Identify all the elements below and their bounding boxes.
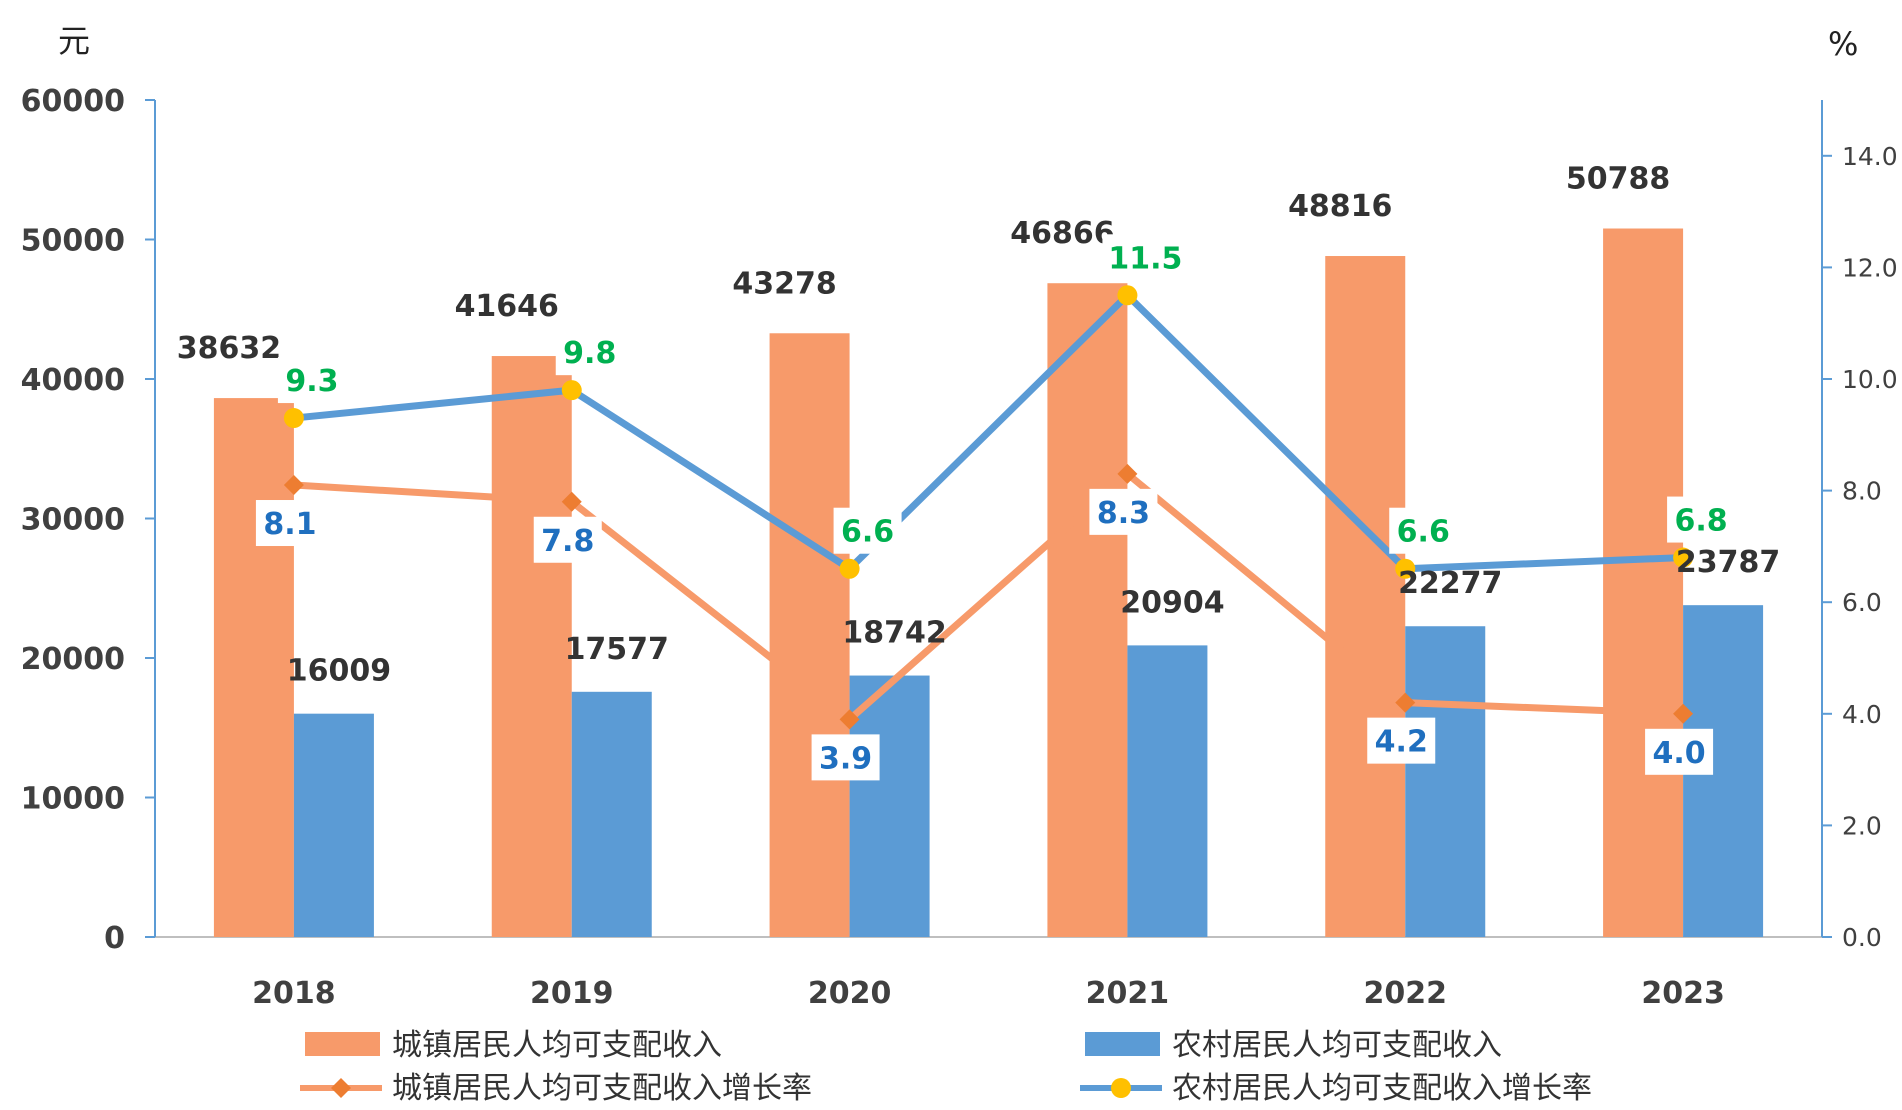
urban-income-label: 43278 (732, 266, 836, 301)
urban-income-bar (769, 333, 850, 937)
x-tick-label: 2018 (252, 976, 336, 1011)
rural-rate-label: 9.8 (563, 336, 616, 371)
urban-rate-label-box (533, 516, 602, 563)
rural-rate-label-box (1102, 234, 1189, 281)
x-tick-label: 2023 (1641, 976, 1725, 1011)
right-tick-label: 6.0 (1842, 588, 1882, 617)
urban-income-bar (1325, 256, 1406, 937)
urban-rate-line (293, 470, 1684, 723)
rural-income-bar (1127, 645, 1208, 937)
urban-income-bar (1047, 283, 1128, 937)
urban-rate-label: 3.9 (819, 741, 872, 776)
rural-income-bar (849, 675, 930, 937)
urban-income-label: 46866 (1010, 216, 1114, 251)
urban-rate-label: 8.1 (263, 507, 316, 542)
left-tick-label: 0 (104, 921, 125, 956)
urban-rate-marker (839, 709, 860, 730)
rural-rate-marker (1395, 558, 1416, 579)
bars (213, 228, 1764, 938)
rural-income-label: 20904 (1120, 585, 1224, 620)
left-axis-unit: 元 (58, 22, 90, 60)
right-tick-label: 0.0 (1842, 923, 1882, 952)
legend-urban-rate-marker (331, 1078, 351, 1098)
left-tick-label: 60000 (21, 84, 125, 119)
rural-income-label: 23787 (1676, 545, 1780, 580)
rural-rate-label-box (1389, 507, 1458, 554)
rural-rate-label-box (555, 329, 624, 376)
rural-rate-label: 11.5 (1108, 241, 1182, 276)
urban-rate-label: 7.8 (541, 524, 594, 559)
x-tick-label: 2021 (1086, 976, 1170, 1011)
right-tick-label: 12.0 (1842, 253, 1898, 282)
rural-rate-label: 6.6 (1397, 515, 1450, 550)
legend-urban-bar-swatch (305, 1032, 380, 1056)
left-tick-label: 50000 (21, 224, 125, 259)
right-tick-label: 10.0 (1842, 365, 1898, 394)
right-tick-label: 4.0 (1842, 700, 1882, 729)
urban-income-label: 38632 (177, 331, 281, 366)
urban-income-label: 50788 (1566, 162, 1670, 197)
rural-rate-label-box (833, 507, 902, 554)
legend-rural-rate-marker (1111, 1078, 1131, 1098)
legend-urban-bar-label: 城镇居民人均可支配收入 (392, 1028, 722, 1063)
right-axis-unit: % (1828, 25, 1858, 63)
left-tick-label: 20000 (21, 642, 125, 677)
rural-rate-label-box (1667, 496, 1736, 543)
right-tick-label: 14.0 (1842, 142, 1898, 171)
rural-rate-marker (839, 558, 860, 579)
right-tick-label: 8.0 (1842, 477, 1882, 506)
axes: 0 10000 20000 30000 40000 50000 60000 0.0 2.0 4.0… (21, 22, 1898, 1011)
rate-lines (283, 285, 1694, 730)
rural-rate-marker (561, 380, 582, 401)
urban-rate-label: 4.0 (1653, 736, 1706, 771)
urban-income-label: 41646 (455, 289, 559, 324)
rural-income-label: 22277 (1398, 566, 1502, 601)
urban-rate-label: 8.3 (1097, 496, 1150, 531)
left-tick-label: 40000 (21, 363, 125, 398)
rural-rate-label: 9.3 (285, 364, 338, 399)
right-tick-label: 2.0 (1842, 811, 1882, 840)
urban-rate-label-box (1089, 488, 1158, 535)
urban-income-bar (213, 398, 294, 937)
urban-rate-label-box (255, 500, 324, 547)
rural-income-bar (571, 691, 652, 937)
urban-rate-marker (1673, 703, 1694, 724)
urban-rate-label-box (1645, 728, 1714, 775)
legend-rural-bar-swatch (1085, 1032, 1160, 1056)
legend-rural-bar-label: 农村居民人均可支配收入 (1172, 1028, 1502, 1063)
urban-rate-label-box (1367, 717, 1436, 764)
rural-rate-marker (283, 408, 304, 429)
urban-income-bar (1603, 228, 1684, 938)
x-tick-label: 2020 (808, 976, 892, 1011)
urban-income-bar (491, 356, 572, 937)
rural-income-label: 18742 (842, 616, 946, 651)
rural-rate-label: 6.6 (841, 515, 894, 550)
urban-rate-label: 4.2 (1375, 725, 1428, 760)
rural-income-bar (293, 713, 374, 937)
rural-rate-label: 6.8 (1675, 504, 1728, 539)
rural-rate-marker (1673, 547, 1694, 568)
x-tick-label: 2019 (530, 976, 614, 1011)
urban-rate-marker (1395, 692, 1416, 713)
rural-income-label: 16009 (287, 654, 391, 689)
urban-rate-label-box (811, 734, 880, 781)
rural-rate-label-box (277, 357, 346, 404)
rural-income-bar (1405, 626, 1486, 937)
legend-rural-rate-label: 农村居民人均可支配收入增长率 (1172, 1071, 1592, 1106)
left-tick-label: 10000 (21, 782, 125, 817)
urban-income-label: 48816 (1288, 189, 1392, 224)
rural-rate-marker (1117, 285, 1138, 306)
urban-rate-marker (283, 475, 304, 496)
x-tick-label: 2022 (1364, 976, 1448, 1011)
rural-rate-line (293, 291, 1684, 573)
urban-rate-marker (1117, 463, 1138, 484)
data-labels: 38632 41646 43278 46866 48816 50788 16009 17577… (177, 162, 1780, 781)
legend-urban-rate-label: 城镇居民人均可支配收入增长率 (392, 1071, 812, 1106)
urban-rate-marker (561, 491, 582, 512)
rural-income-label: 17577 (565, 632, 669, 667)
left-tick-label: 30000 (21, 503, 125, 538)
